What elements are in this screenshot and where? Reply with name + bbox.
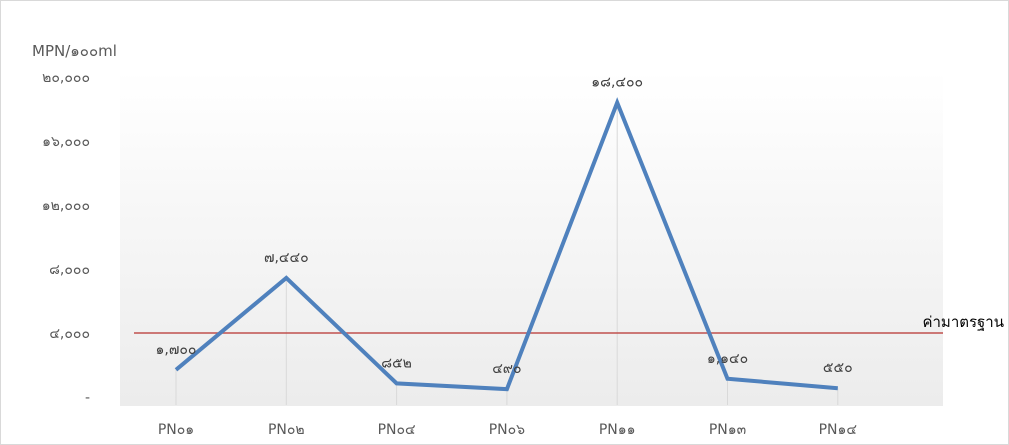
drop-lines <box>175 102 839 405</box>
plot-area <box>120 70 943 406</box>
series-line <box>174 97 838 392</box>
y-tick-label: ๔,๐๐๐ <box>49 326 90 342</box>
y-axis-unit: MPN/๑๐๐ml <box>32 42 117 60</box>
data-label: ๕๕๐ <box>823 360 853 376</box>
data-label: ๔๙๐ <box>492 361 521 377</box>
x-tick-label: PN๑๓ <box>709 422 746 438</box>
y-axis: - ๔,๐๐๐ ๘,๐๐๐ ๑๒,๐๐๐ ๑๖,๐๐๐ ๒๐,๐๐๐ <box>42 70 90 406</box>
reference-line-label: ค่ามาตรฐาน <box>922 313 1004 331</box>
data-label: ๑,๑๔๐ <box>707 351 748 367</box>
y-tick-label: ๑๖,๐๐๐ <box>42 134 90 150</box>
x-tick-label: PN๑๑ <box>599 422 636 438</box>
y-tick-label: ๒๐,๐๐๐ <box>42 70 90 86</box>
x-tick-label: PN๐๑ <box>158 422 194 438</box>
x-tick-label: PN๐๔ <box>378 422 416 438</box>
data-label: ๗,๔๔๐ <box>264 250 309 266</box>
x-tick-label: PN๐๒ <box>268 422 305 438</box>
y-tick-label: - <box>85 390 90 406</box>
x-tick-label: PN๑๔ <box>819 422 857 438</box>
y-tick-label: ๘,๐๐๐ <box>49 262 90 278</box>
data-label: ๘๕๒ <box>381 355 412 371</box>
data-label: ๑๘,๔๐๐ <box>591 75 643 91</box>
x-tick-label: PN๐๖ <box>489 422 525 438</box>
x-axis: PN๐๑ PN๐๒ PN๐๔ PN๐๖ PN๑๑ PN๑๓ PN๑๔ <box>158 422 857 438</box>
y-tick-label: ๑๒,๐๐๐ <box>42 198 90 214</box>
data-label: ๑,๗๐๐ <box>156 342 197 358</box>
